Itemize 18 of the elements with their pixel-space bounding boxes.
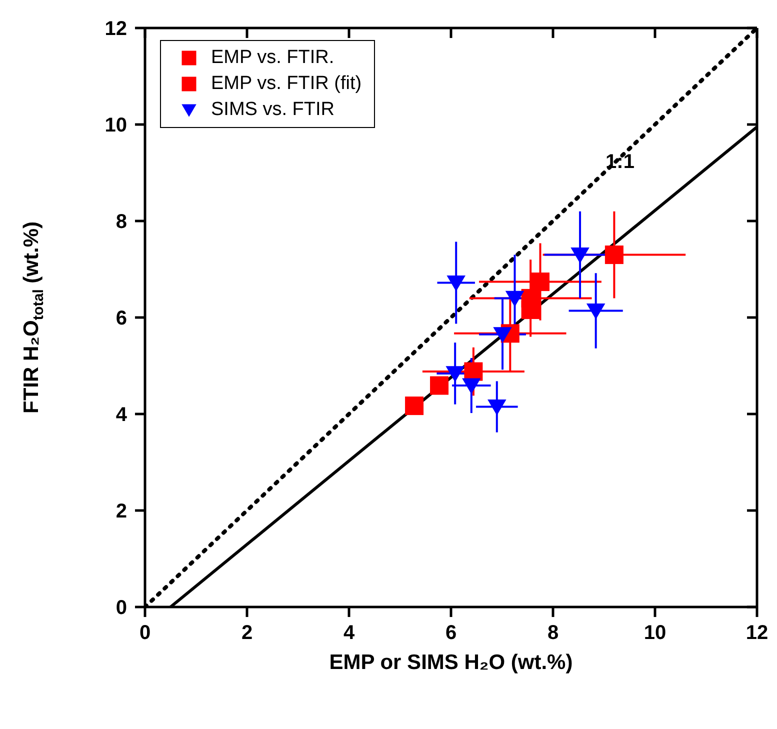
legend-label: EMP vs. FTIR. bbox=[211, 46, 334, 70]
x-tick-label: 2 bbox=[241, 622, 253, 644]
x-tick-label: 12 bbox=[746, 622, 768, 644]
x-tick-label: 10 bbox=[644, 622, 666, 644]
x-tick-label: 0 bbox=[139, 622, 151, 644]
legend-label: SIMS vs. FTIR bbox=[211, 98, 334, 122]
x-tick-label: 6 bbox=[445, 622, 457, 644]
x-tick-label: 4 bbox=[343, 622, 356, 644]
y-tick-label: 6 bbox=[116, 308, 127, 330]
y-tick-label: 0 bbox=[116, 597, 127, 620]
y-tick-label: 2 bbox=[116, 500, 127, 523]
y-tick-label: 8 bbox=[116, 211, 127, 234]
x-tick-label: 8 bbox=[547, 622, 559, 644]
y-tick-label: 12 bbox=[104, 18, 127, 40]
legend-label: EMP vs. FTIR (fit) bbox=[211, 72, 362, 96]
y-tick-label: 4 bbox=[116, 404, 128, 426]
x-axis-title: EMP or SIMS H₂O (wt.%) bbox=[329, 651, 573, 674]
y-tick-label: 10 bbox=[104, 114, 127, 137]
